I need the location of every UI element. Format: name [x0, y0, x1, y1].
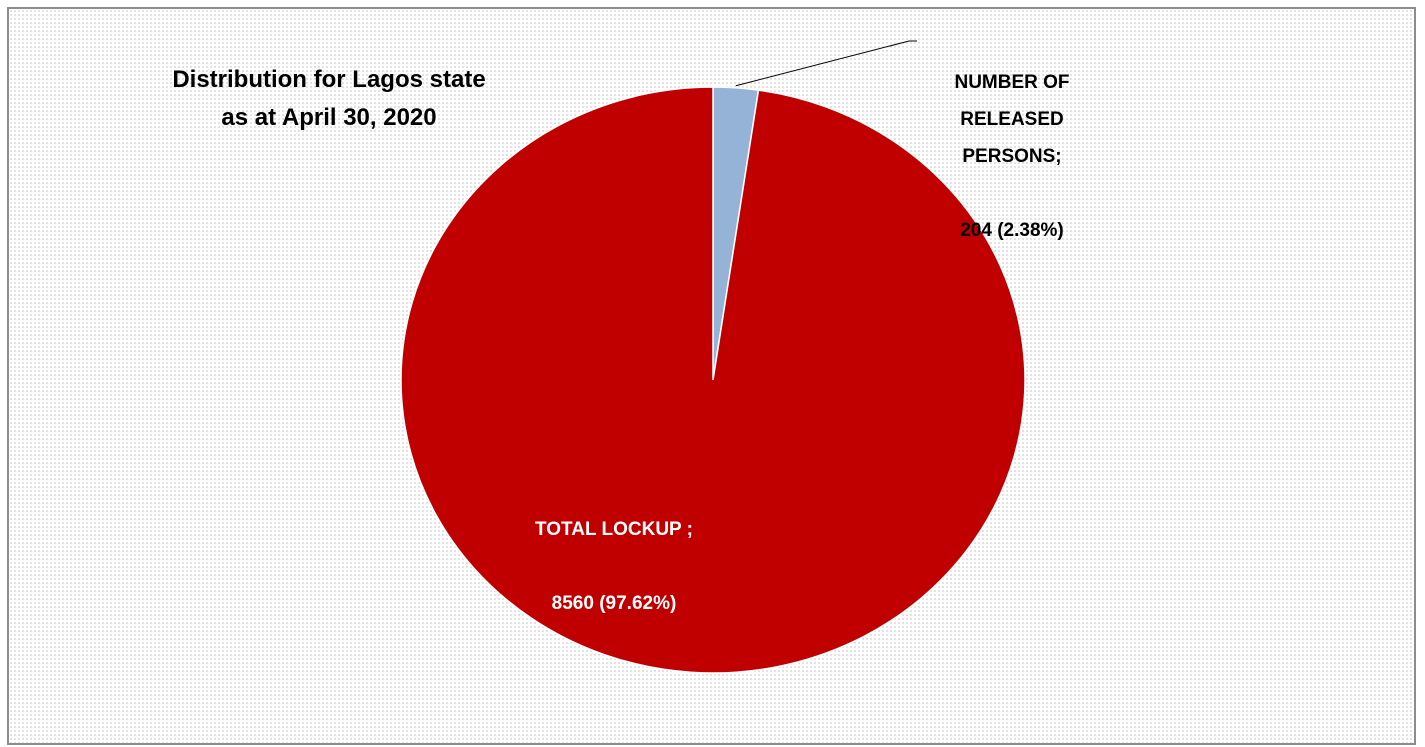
category-label: NUMBER OF RELEASED PERSONS;	[954, 72, 1070, 167]
category-label: TOTAL LOCKUP ;	[535, 519, 693, 540]
chart	[400, 40, 1026, 674]
data-label: NUMBER OF RELEASED PERSONS; 204 (2.38%)	[917, 27, 1107, 286]
value-label: 8560 (97.62%)	[551, 593, 677, 614]
chart-title: Distribution for Lagos state as at April…	[172, 66, 486, 131]
data-label: TOTAL LOCKUP ; 8560 (97.62%)	[479, 474, 749, 659]
leader-line	[735, 40, 917, 87]
chart-area: Distribution for Lagos state as at April…	[7, 7, 1416, 745]
pie-slice	[400, 86, 1026, 674]
value-label: 204 (2.38%)	[960, 220, 1064, 241]
